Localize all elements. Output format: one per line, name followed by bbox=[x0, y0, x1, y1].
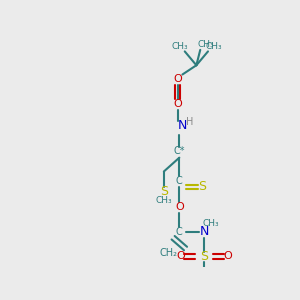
Text: S: S bbox=[199, 180, 207, 194]
Text: N: N bbox=[200, 225, 209, 238]
Text: O: O bbox=[175, 202, 184, 212]
Text: CH₃: CH₃ bbox=[197, 40, 214, 49]
Text: O: O bbox=[173, 74, 182, 84]
Text: H: H bbox=[187, 117, 194, 127]
Text: CH₂: CH₂ bbox=[160, 248, 178, 258]
Text: O: O bbox=[173, 99, 182, 109]
Text: C: C bbox=[176, 226, 183, 237]
Text: N: N bbox=[178, 119, 187, 132]
Text: O: O bbox=[223, 251, 232, 261]
Text: CH₃: CH₃ bbox=[155, 196, 172, 205]
Text: O: O bbox=[176, 251, 185, 261]
Text: CH₃: CH₃ bbox=[205, 41, 222, 50]
Text: CH₃: CH₃ bbox=[202, 219, 219, 228]
Text: CH₃: CH₃ bbox=[171, 41, 188, 50]
Text: S: S bbox=[200, 250, 208, 263]
Text: S: S bbox=[160, 185, 168, 198]
Text: C: C bbox=[176, 176, 183, 186]
Text: C*: C* bbox=[174, 146, 185, 157]
